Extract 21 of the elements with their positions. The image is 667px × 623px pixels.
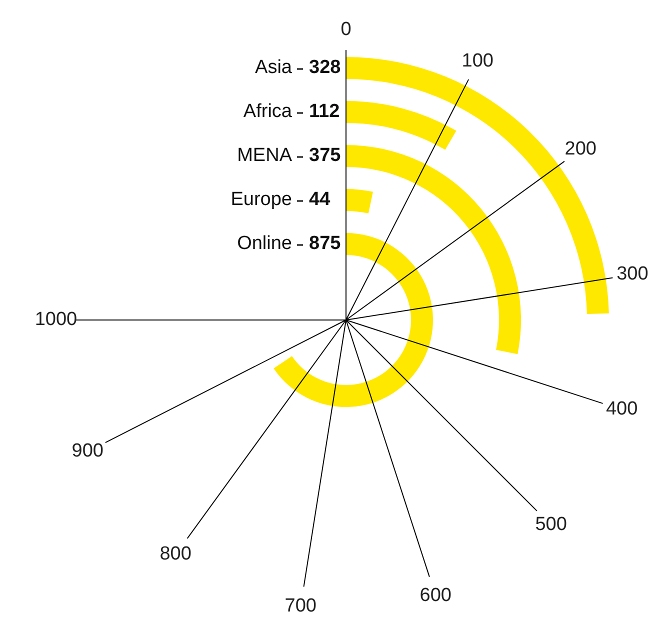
text: 900 [72, 440, 104, 462]
text: 1000 [34, 309, 78, 330]
category-label: Online [237, 233, 292, 254]
data-label: 44 [309, 189, 331, 210]
text: 100 [462, 50, 494, 72]
category-label: Africa [243, 101, 292, 122]
data-label: 112 [309, 101, 340, 122]
data-label: 375 [309, 145, 342, 166]
text: 600 [420, 584, 452, 606]
text: 400 [606, 398, 638, 420]
text: 200 [564, 138, 596, 160]
text: 500 [535, 514, 567, 536]
data-label: 328 [309, 57, 341, 78]
text: 300 [616, 264, 648, 285]
text: 0 [340, 19, 352, 40]
text: 700 [284, 595, 316, 616]
text: 800 [160, 544, 192, 565]
category-label: Europe [230, 189, 292, 210]
category-label: MENA [237, 145, 292, 166]
data-label: 875 [309, 233, 342, 254]
category-label: Asia [255, 57, 292, 78]
